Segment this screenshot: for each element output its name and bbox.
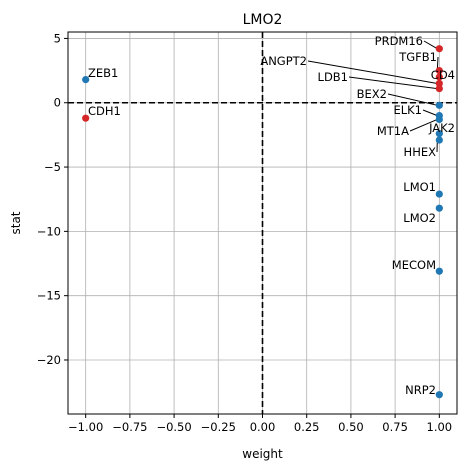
leader-line — [409, 119, 438, 132]
point-label: HHEX — [404, 145, 437, 159]
point-label: MECOM — [392, 258, 436, 272]
y-axis-label: stat — [9, 211, 23, 234]
data-point — [435, 84, 443, 93]
leader-line — [348, 76, 438, 90]
x-tick-label: −0.75 — [112, 420, 147, 434]
data-point — [435, 73, 443, 81]
data-point — [435, 66, 443, 75]
point-label: CDH1 — [88, 104, 121, 118]
point-label: ELK1 — [393, 103, 422, 117]
x-tick-label: 1.00 — [427, 420, 453, 434]
x-axis-ticks: −1.00 −0.75 −0.50 −0.25 0.00 0.25 0.50 0.75 1.00 — [68, 414, 452, 434]
data-points — [82, 45, 443, 399]
data-point — [82, 75, 90, 84]
point-label: ANGPT2 — [260, 54, 307, 68]
y-tick-label: 5 — [54, 31, 61, 45]
x-tick-label: 0.50 — [338, 420, 364, 434]
point-label: MT1A — [377, 124, 409, 138]
leader-line — [423, 40, 438, 50]
data-point — [435, 391, 443, 399]
data-point — [435, 136, 443, 144]
y-tick-label: −10 — [37, 224, 61, 238]
y-tick-label: −20 — [37, 353, 61, 367]
x-tick-label: 0.25 — [294, 420, 320, 434]
point-label: NRP2 — [405, 383, 436, 397]
point-labels: ZEB1 CDH1 PRDM16 TGFB1 CD4 ANGPT2 LDB1 BEX2 ELK1… — [88, 34, 455, 397]
data-point — [435, 130, 443, 138]
label-leaders — [307, 40, 439, 153]
x-tick-label: −0.50 — [156, 420, 191, 434]
y-tick-label: −5 — [44, 160, 61, 174]
data-point — [435, 267, 443, 275]
x-tick-label: 0.00 — [250, 420, 276, 434]
x-tick-label: −1.00 — [68, 420, 103, 434]
data-point — [435, 204, 443, 212]
point-label: LMO1 — [403, 180, 436, 194]
chart-title: LMO2 — [243, 12, 283, 28]
x-axis-label: weight — [242, 447, 283, 461]
point-label: LDB1 — [318, 70, 348, 84]
leader-line — [422, 109, 438, 117]
point-label: BEX2 — [357, 87, 387, 101]
y-axis-ticks: 5 0 −5 −10 −15 −20 — [37, 31, 68, 367]
reference-lines — [68, 32, 457, 414]
point-label: CD4 — [431, 68, 455, 82]
leader-line — [387, 93, 438, 106]
leader-line — [307, 60, 438, 84]
point-label: LMO2 — [403, 211, 436, 225]
data-point — [435, 115, 443, 124]
data-point — [435, 45, 443, 53]
point-label: ZEB1 — [88, 66, 118, 80]
point-label: PRDM16 — [375, 34, 423, 48]
x-tick-label: 0.75 — [382, 420, 408, 434]
data-point — [435, 79, 443, 88]
x-tick-label: −0.25 — [201, 420, 236, 434]
data-point — [435, 190, 443, 198]
point-label: JAK2 — [428, 121, 455, 135]
point-label: TGFB1 — [398, 50, 437, 64]
data-point — [82, 114, 90, 122]
y-tick-label: −15 — [37, 289, 61, 303]
data-point — [435, 101, 443, 109]
y-tick-label: 0 — [54, 96, 61, 110]
